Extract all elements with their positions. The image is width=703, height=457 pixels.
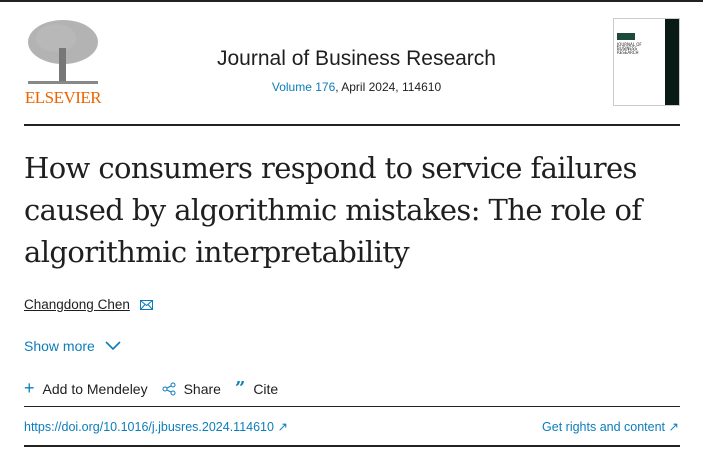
article-title: How consumers respond to service failure… <box>24 151 642 269</box>
article-actions: + Add to Mendeley Share ” Cite <box>24 378 278 399</box>
external-link-icon: ↗ <box>668 420 679 434</box>
cover-stripe <box>665 19 679 105</box>
journal-cover-image[interactable]: JOURNAL OF BUSINESS RESEARCH <box>613 18 680 106</box>
add-to-mendeley-button[interactable]: + Add to Mendeley <box>24 378 148 399</box>
doi-link[interactable]: https://doi.org/10.1016/j.jbusres.2024.1… <box>24 419 288 434</box>
quote-icon: ” <box>234 378 246 399</box>
external-link-icon: ↗ <box>277 420 288 434</box>
divider <box>24 445 680 447</box>
author-link[interactable]: Changdong Chen <box>24 297 130 312</box>
share-icon <box>162 382 176 395</box>
cite-label: Cite <box>253 380 279 397</box>
tree-logo-icon <box>28 20 98 84</box>
elsevier-logo[interactable]: ELSEVIER <box>22 16 104 108</box>
share-button[interactable]: Share <box>162 381 221 397</box>
share-label: Share <box>183 380 221 397</box>
cite-button[interactable]: ” Cite <box>235 378 278 399</box>
plus-icon: + <box>24 378 35 398</box>
show-more-button[interactable]: Show more <box>24 338 121 354</box>
volume-link[interactable]: Volume 176 <box>271 80 336 94</box>
cover-title: JOURNAL OF BUSINESS RESEARCH <box>617 42 642 55</box>
mendeley-label: Add to Mendeley <box>42 380 148 397</box>
divider <box>24 406 680 407</box>
author-list: Changdong Chen <box>24 297 153 312</box>
journal-issue-info: Volume 176, April 2024, 114610 <box>150 80 563 94</box>
cover-band <box>617 33 635 40</box>
header-divider <box>24 124 680 126</box>
show-more-label: Show more <box>24 338 95 354</box>
journal-title[interactable]: Journal of Business Research <box>217 47 496 70</box>
get-rights-link[interactable]: Get rights and content ↗ <box>542 419 679 434</box>
issue-details: , April 2024, 114610 <box>335 80 442 94</box>
elsevier-wordmark: ELSEVIER <box>24 88 102 107</box>
rights-text: Get rights and content <box>542 420 666 434</box>
top-border <box>0 0 703 2</box>
doi-text: https://doi.org/10.1016/j.jbusres.2024.1… <box>24 420 274 434</box>
envelope-icon[interactable] <box>139 300 153 311</box>
chevron-down-icon <box>105 341 121 351</box>
